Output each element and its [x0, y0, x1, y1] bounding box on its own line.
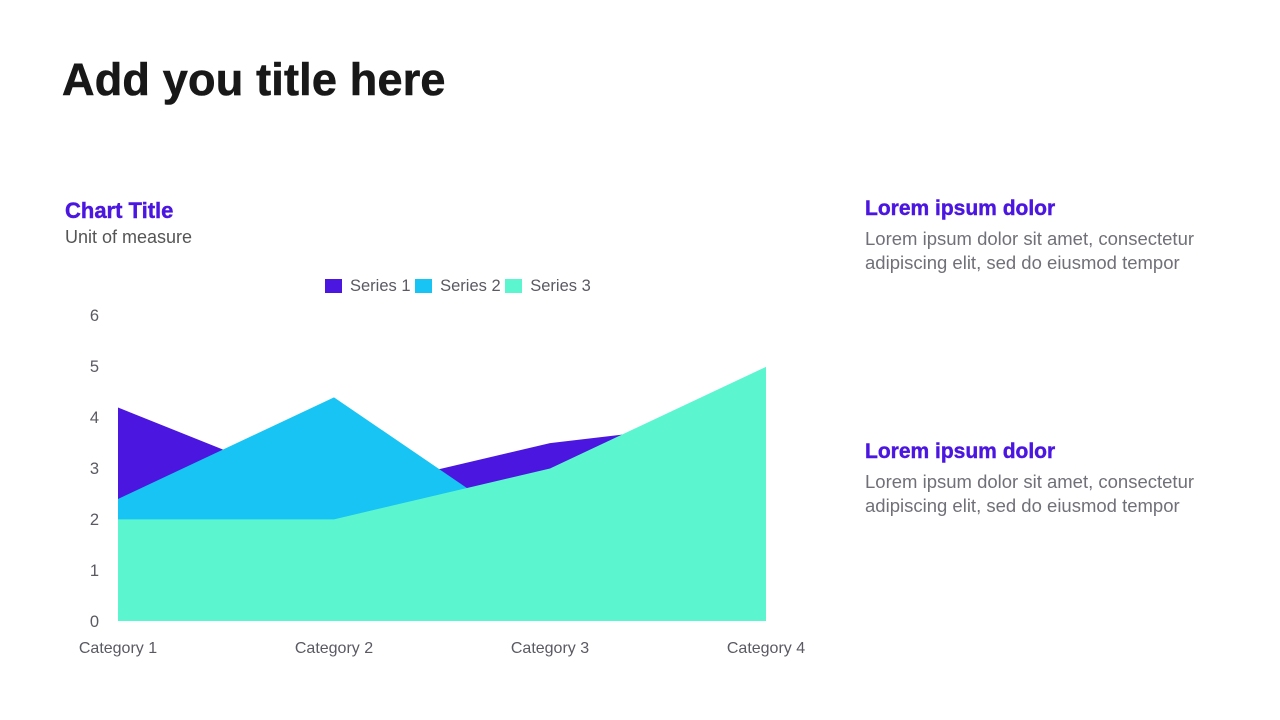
- svg-text:1: 1: [90, 562, 99, 580]
- svg-text:2: 2: [90, 511, 99, 529]
- svg-text:6: 6: [90, 307, 99, 325]
- svg-text:0: 0: [90, 613, 99, 631]
- svg-text:5: 5: [90, 358, 99, 376]
- svg-text:Category 4: Category 4: [727, 640, 805, 657]
- svg-text:3: 3: [90, 460, 99, 478]
- svg-text:Category 1: Category 1: [79, 640, 157, 657]
- svg-text:4: 4: [90, 409, 99, 427]
- svg-text:Category 3: Category 3: [511, 640, 589, 657]
- svg-text:Category 2: Category 2: [295, 640, 373, 657]
